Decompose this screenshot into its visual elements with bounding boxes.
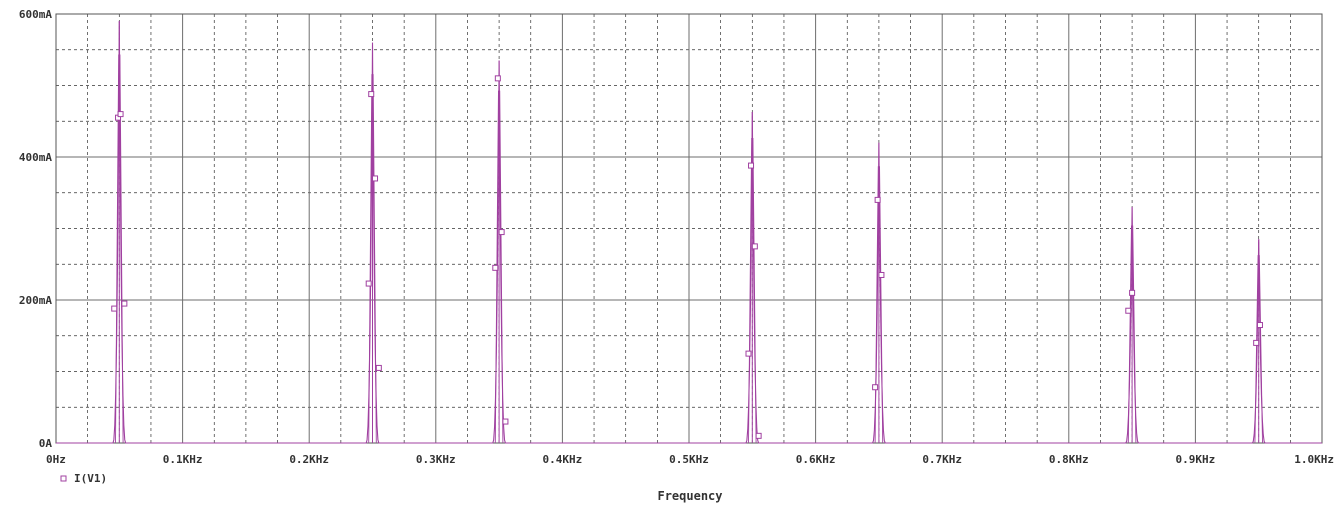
data-point-marker: [1256, 322, 1263, 329]
x-tick-labels: 0Hz 0.1KHz 0.2KHz 0.3KHz 0.4KHz 0.5KHz 0.6KHz 0…: [46, 453, 1334, 466]
x-tick-label: 0.6KHz: [796, 453, 836, 466]
data-point-marker: [111, 305, 118, 312]
data-point-marker: [121, 300, 128, 307]
data-point-marker: [874, 196, 881, 203]
x-tick-label: 0.8KHz: [1049, 453, 1089, 466]
y-tick-label: 0A: [39, 437, 53, 450]
x-tick-label: 0.1KHz: [163, 453, 203, 466]
data-point-marker: [1129, 289, 1136, 296]
peak-envelope: [115, 54, 124, 444]
data-point-marker: [368, 91, 375, 98]
data-point-marker: [1125, 307, 1132, 314]
x-tick-label: 0Hz: [46, 453, 66, 466]
data-point-marker: [745, 350, 752, 357]
x-tick-label: 0.3KHz: [416, 453, 456, 466]
y-tick-labels: 0A 200mA 400mA 600mA: [19, 8, 52, 450]
data-point-marker: [755, 432, 762, 439]
y-tick-label: 400mA: [19, 151, 52, 164]
x-tick-label: 0.9KHz: [1176, 453, 1216, 466]
data-point-marker: [498, 229, 505, 236]
data-point-marker: [1253, 339, 1260, 346]
x-tick-label: 0.4KHz: [543, 453, 583, 466]
data-point-marker: [878, 271, 885, 278]
legend-marker: [60, 475, 67, 482]
y-tick-label: 600mA: [19, 8, 52, 21]
x-axis-title: Frequency: [657, 489, 722, 503]
peak-envelope: [1254, 255, 1263, 444]
peak-envelope: [748, 137, 757, 444]
data-point-marker: [872, 384, 879, 391]
data-point-marker: [492, 264, 499, 271]
data-point-marker: [365, 280, 372, 287]
x-tick-label: 0.2KHz: [289, 453, 329, 466]
peak-envelope: [368, 74, 377, 444]
x-tick-label: 0.5KHz: [669, 453, 709, 466]
x-tick-label: 0.7KHz: [922, 453, 962, 466]
legend: I(V1): [60, 472, 107, 485]
data-point-marker: [372, 175, 379, 182]
peak-envelope: [1127, 225, 1137, 444]
data-point-marker: [751, 243, 758, 250]
y-tick-label: 200mA: [19, 294, 52, 307]
peak-envelope: [874, 166, 884, 444]
data-point-marker: [375, 364, 382, 371]
series-layer: [56, 21, 1322, 444]
data-point-marker: [748, 162, 755, 169]
data-point-marker: [494, 75, 501, 82]
legend-label: I(V1): [74, 472, 107, 485]
data-point-marker: [502, 418, 509, 425]
x-tick-label: 1.0KHz: [1294, 453, 1334, 466]
data-point-marker: [117, 111, 124, 118]
